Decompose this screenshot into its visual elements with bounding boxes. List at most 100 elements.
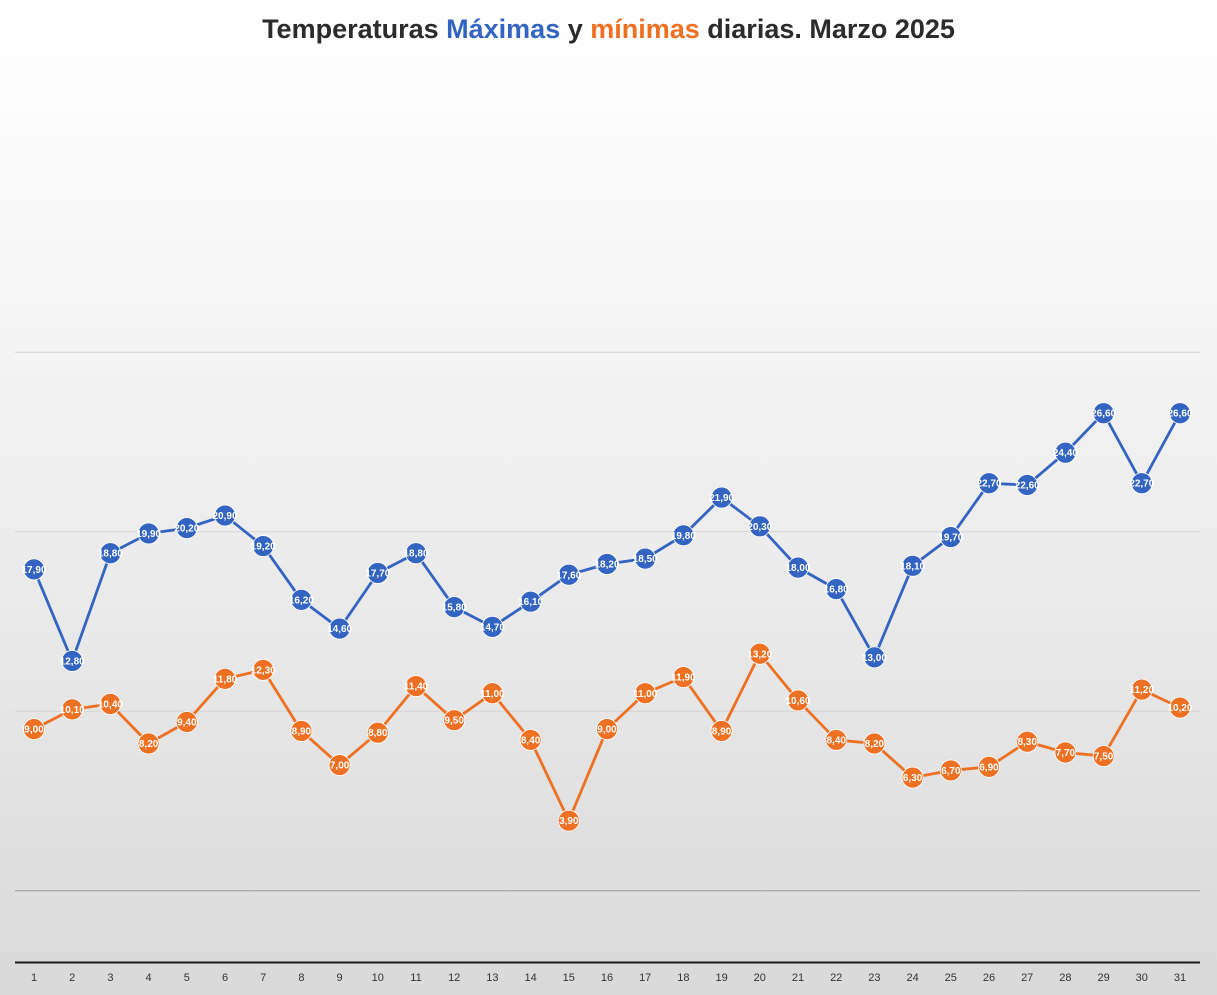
data-label-max: 18,80	[98, 549, 123, 560]
x-tick-label: 2	[69, 972, 75, 984]
x-tick-label: 3	[107, 972, 113, 984]
data-label-max: 19,90	[136, 529, 161, 540]
data-point-min	[1054, 741, 1077, 764]
data-point-min	[787, 689, 809, 712]
data-label-min: 8,20	[865, 739, 885, 750]
data-label-max: 17,70	[365, 568, 390, 579]
data-label-min: 10,20	[1167, 703, 1192, 714]
data-label-max: 22,70	[976, 479, 1001, 490]
x-tick-label: 22	[830, 972, 842, 984]
x-tick-label: 30	[1136, 972, 1148, 984]
data-label-min: 11,90	[671, 673, 696, 684]
data-point-max	[61, 650, 84, 672]
data-label-min: 8,90	[292, 726, 312, 737]
data-label-min: 10,60	[785, 696, 810, 707]
data-label-max: 18,00	[785, 563, 810, 574]
data-label-max: 13,00	[862, 653, 887, 664]
data-label-max: 18,50	[633, 554, 658, 565]
data-label-max: 22,70	[1129, 479, 1154, 490]
data-label-max: 20,30	[747, 522, 772, 533]
data-point-min	[596, 718, 618, 741]
data-point-max	[557, 563, 580, 586]
data-point-max	[214, 504, 236, 527]
data-label-max: 17,90	[21, 565, 46, 576]
data-label-max: 21,90	[709, 493, 734, 504]
data-point-min	[863, 732, 886, 755]
data-point-max	[863, 646, 886, 669]
x-tick-label: 27	[1021, 972, 1033, 984]
data-label-max: 19,80	[671, 531, 696, 542]
data-point-max	[175, 517, 198, 540]
x-tick-label: 13	[486, 972, 498, 984]
title-part-3: y	[560, 14, 591, 44]
data-point-min	[175, 711, 198, 733]
data-point-max	[1054, 441, 1077, 464]
x-tick-label: 24	[906, 972, 918, 984]
data-label-min: 8,30	[1017, 737, 1037, 748]
data-point-min	[443, 709, 466, 732]
data-label-max: 24,40	[1053, 448, 1078, 459]
data-label-max: 20,20	[174, 524, 199, 535]
data-point-min	[901, 766, 924, 789]
x-tick-label: 20	[754, 972, 766, 984]
data-point-max	[939, 526, 962, 548]
x-tick-label: 9	[337, 972, 343, 984]
x-tick-label: 5	[184, 972, 190, 984]
data-point-min	[290, 720, 313, 742]
data-point-min	[748, 642, 771, 665]
data-point-max	[328, 617, 351, 640]
data-label-max: 22,60	[1015, 481, 1040, 492]
data-label-min: 7,50	[1094, 752, 1114, 763]
data-label-max: 15,80	[442, 603, 467, 614]
x-tick-label: 7	[260, 972, 266, 984]
data-point-max	[672, 524, 695, 547]
data-label-min: 7,00	[330, 761, 350, 772]
data-label-min: 6,90	[979, 762, 999, 773]
chart-title: Temperaturas Máximas y mínimas diarias. …	[0, 14, 1217, 45]
data-point-min	[939, 759, 962, 782]
data-point-min	[99, 693, 122, 715]
x-tick-label: 31	[1174, 972, 1186, 984]
x-tick-label: 12	[448, 972, 460, 984]
data-point-min	[519, 729, 542, 751]
title-part-5: diarias. Marzo 2025	[699, 14, 955, 44]
data-point-min	[405, 675, 427, 697]
data-point-max	[978, 472, 1000, 495]
data-label-min: 6,30	[903, 773, 923, 784]
data-label-min: 7,70	[1056, 748, 1076, 759]
data-point-min	[1169, 696, 1191, 719]
data-label-max: 19,70	[938, 533, 963, 544]
data-point-max	[1169, 402, 1191, 425]
data-label-min: 11,40	[404, 682, 429, 693]
data-label-max: 12,80	[60, 656, 85, 667]
data-point-min	[481, 682, 504, 705]
data-label-min: 10,40	[98, 700, 123, 711]
data-label-min: 11,20	[1130, 685, 1155, 696]
data-point-max	[366, 562, 389, 584]
data-point-min	[214, 667, 236, 690]
data-label-min: 8,90	[712, 726, 732, 737]
data-label-max: 16,10	[518, 597, 543, 608]
data-label-min: 9,00	[597, 725, 617, 736]
data-label-max: 18,80	[403, 549, 428, 560]
data-label-min: 11,80	[213, 674, 238, 685]
data-label-min: 11,00	[633, 689, 658, 700]
data-point-max	[99, 542, 122, 565]
data-point-min	[366, 721, 389, 744]
x-tick-label: 16	[601, 972, 613, 984]
data-point-max	[710, 486, 733, 509]
data-label-min: 13,20	[747, 649, 772, 660]
data-label-max: 18,10	[900, 561, 925, 572]
data-point-max	[901, 554, 924, 577]
data-label-max: 14,70	[480, 622, 505, 633]
data-point-min	[672, 666, 695, 688]
data-point-max	[1016, 474, 1039, 496]
x-tick-label: 23	[868, 972, 880, 984]
data-label-min: 9,40	[177, 717, 197, 728]
data-point-min	[825, 729, 848, 751]
data-point-max	[825, 578, 848, 601]
title-part-1: Temperaturas	[262, 14, 447, 44]
data-point-max	[290, 589, 313, 611]
x-tick-label: 18	[677, 972, 689, 984]
